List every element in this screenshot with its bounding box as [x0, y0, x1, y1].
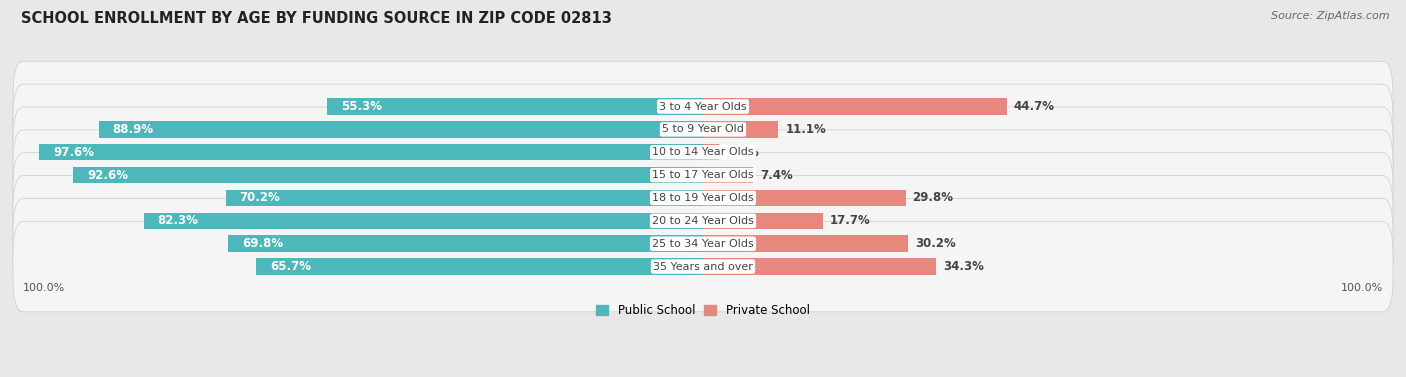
Text: 3 to 4 Year Olds: 3 to 4 Year Olds	[659, 101, 747, 112]
Bar	[39, 144, 703, 161]
Bar	[703, 98, 1007, 115]
Text: 29.8%: 29.8%	[912, 192, 953, 204]
FancyBboxPatch shape	[13, 153, 1393, 243]
Text: 65.7%: 65.7%	[270, 260, 311, 273]
Text: 15 to 17 Year Olds: 15 to 17 Year Olds	[652, 170, 754, 180]
Bar	[703, 121, 779, 138]
Text: 69.8%: 69.8%	[242, 237, 283, 250]
Text: 7.4%: 7.4%	[761, 169, 793, 182]
Text: 44.7%: 44.7%	[1014, 100, 1054, 113]
Text: SCHOOL ENROLLMENT BY AGE BY FUNDING SOURCE IN ZIP CODE 02813: SCHOOL ENROLLMENT BY AGE BY FUNDING SOUR…	[21, 11, 612, 26]
FancyBboxPatch shape	[13, 221, 1393, 312]
Bar	[98, 121, 703, 138]
Text: 34.3%: 34.3%	[943, 260, 984, 273]
Text: 100.0%: 100.0%	[1340, 283, 1384, 293]
Text: 82.3%: 82.3%	[157, 215, 198, 227]
Text: 30.2%: 30.2%	[915, 237, 956, 250]
Text: 10 to 14 Year Olds: 10 to 14 Year Olds	[652, 147, 754, 157]
Text: 35 Years and over: 35 Years and over	[652, 262, 754, 271]
Bar	[226, 190, 703, 206]
Bar	[229, 236, 703, 252]
Text: 55.3%: 55.3%	[340, 100, 381, 113]
Bar	[703, 167, 754, 183]
Bar	[328, 98, 703, 115]
Text: 18 to 19 Year Olds: 18 to 19 Year Olds	[652, 193, 754, 203]
Text: 20 to 24 Year Olds: 20 to 24 Year Olds	[652, 216, 754, 226]
FancyBboxPatch shape	[13, 61, 1393, 152]
FancyBboxPatch shape	[13, 107, 1393, 198]
Bar	[703, 190, 905, 206]
Text: 97.6%: 97.6%	[53, 146, 94, 159]
FancyBboxPatch shape	[13, 198, 1393, 289]
Text: 2.4%: 2.4%	[725, 146, 759, 159]
Text: 88.9%: 88.9%	[112, 123, 153, 136]
Bar	[703, 236, 908, 252]
Bar	[256, 258, 703, 275]
Bar	[143, 213, 703, 229]
FancyBboxPatch shape	[13, 84, 1393, 175]
Text: 25 to 34 Year Olds: 25 to 34 Year Olds	[652, 239, 754, 249]
Text: 92.6%: 92.6%	[87, 169, 128, 182]
Bar	[703, 144, 720, 161]
FancyBboxPatch shape	[13, 176, 1393, 266]
Text: 11.1%: 11.1%	[786, 123, 825, 136]
Text: Source: ZipAtlas.com: Source: ZipAtlas.com	[1271, 11, 1389, 21]
Legend: Public School, Private School: Public School, Private School	[596, 304, 810, 317]
FancyBboxPatch shape	[13, 130, 1393, 221]
Bar	[703, 213, 824, 229]
Bar	[703, 258, 936, 275]
Text: 100.0%: 100.0%	[22, 283, 66, 293]
Text: 70.2%: 70.2%	[239, 192, 280, 204]
Text: 17.7%: 17.7%	[830, 215, 870, 227]
Text: 5 to 9 Year Old: 5 to 9 Year Old	[662, 124, 744, 134]
Bar	[73, 167, 703, 183]
